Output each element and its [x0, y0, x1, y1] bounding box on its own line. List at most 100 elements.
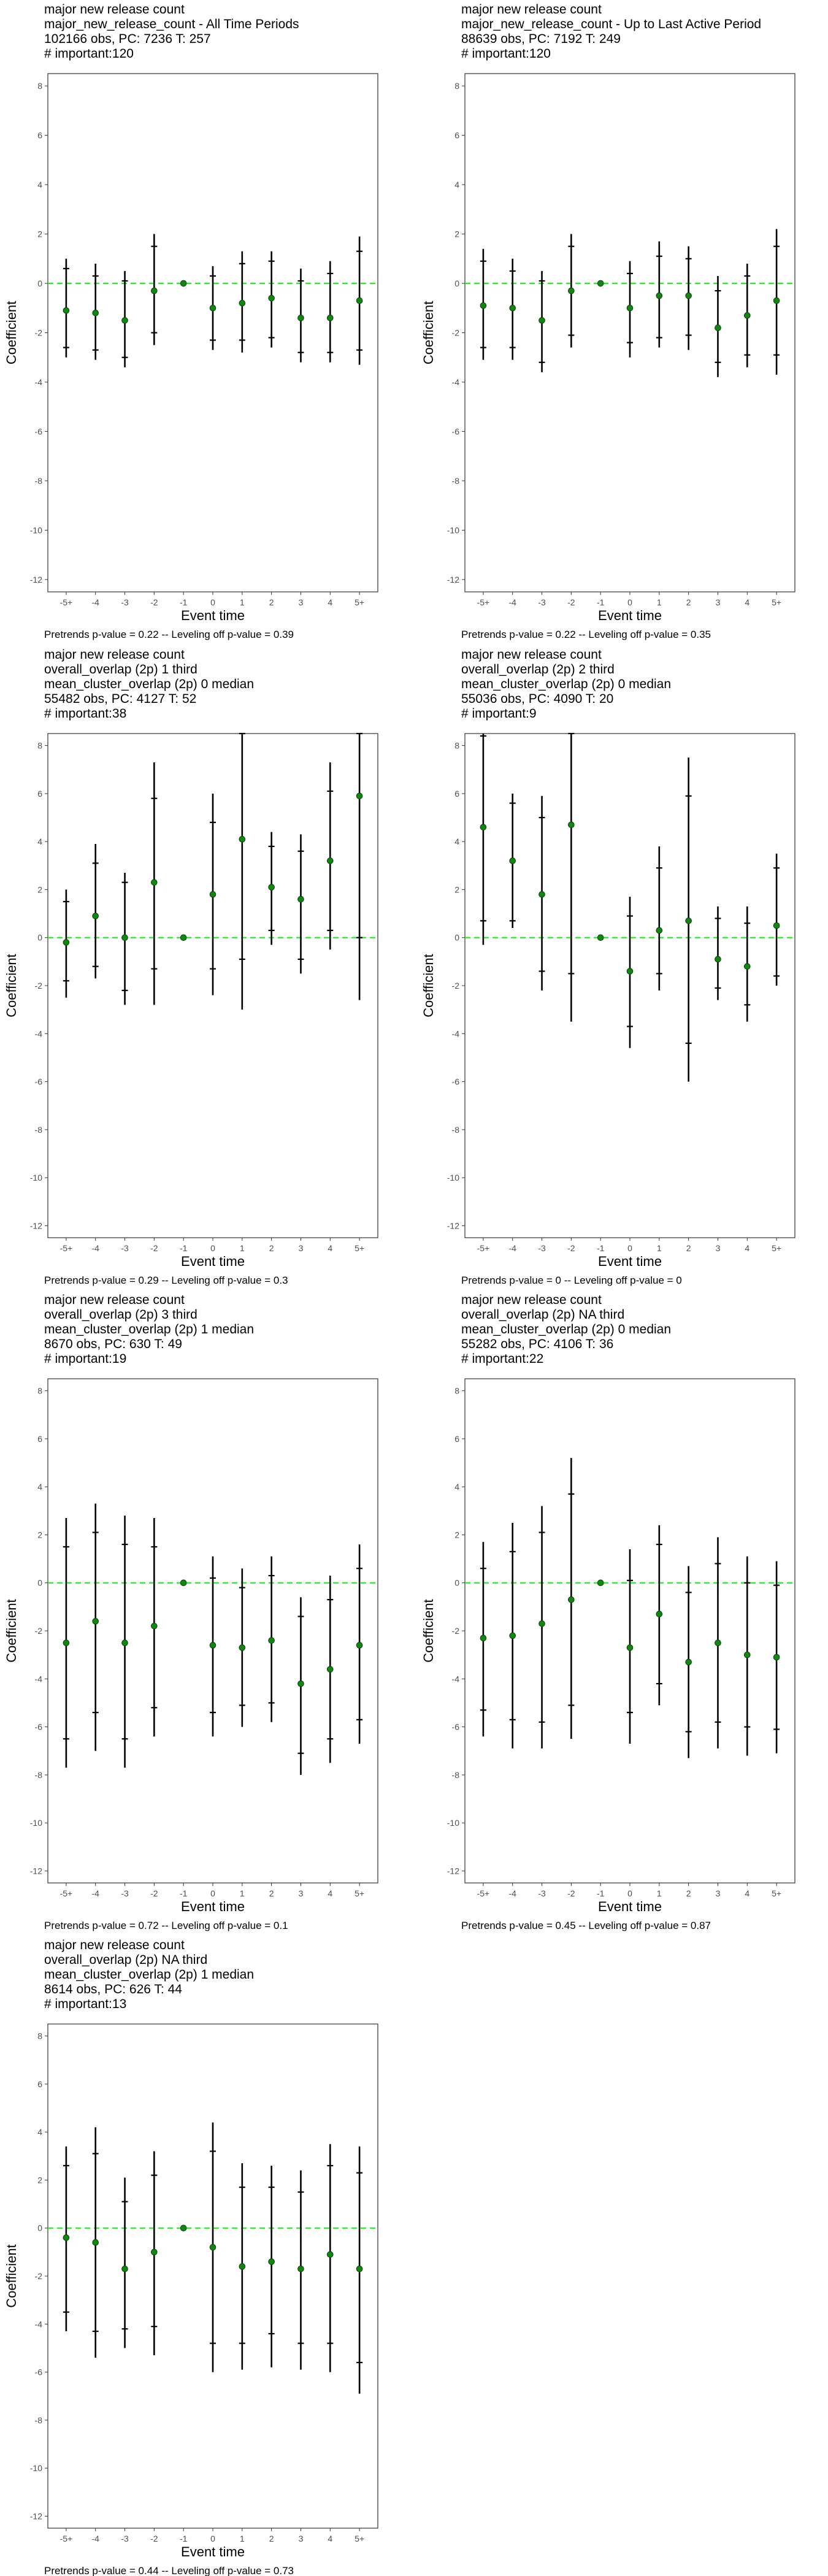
chart-title-line-3: mean_cluster_overlap (2p) 0 median: [461, 677, 671, 691]
x-tick-label: -5+: [477, 1888, 490, 1898]
y-tick-label: -6: [35, 1722, 43, 1732]
x-tick-label: 3: [716, 1888, 721, 1898]
x-tick-label: -1: [597, 1888, 605, 1898]
y-tick-label: -4: [35, 377, 43, 387]
coefficient-point: [297, 1680, 304, 1687]
coefficient-point: [356, 297, 363, 304]
y-tick-label: 2: [454, 1530, 459, 1539]
p-value-footnote: Pretrends p-value = 0.22 -- Leveling off…: [44, 629, 294, 640]
x-axis-title: Event time: [181, 2544, 245, 2559]
y-tick-label: -10: [30, 1818, 42, 1828]
chart-title-line-3: mean_cluster_overlap (2p) 0 median: [461, 1322, 671, 1336]
chart-title-line-5: # important:19: [44, 1352, 126, 1366]
y-axis-title: Coefficient: [4, 954, 19, 1018]
y-axis-title: Coefficient: [4, 2244, 19, 2308]
x-axis-title: Event time: [181, 1254, 245, 1269]
coefficient-point: [121, 934, 128, 941]
coefficient-point: [597, 934, 604, 941]
x-tick-label: -2: [567, 1243, 575, 1253]
coefficient-point: [209, 891, 217, 898]
coefficient-point: [121, 2265, 128, 2272]
x-tick-label: -2: [150, 2534, 158, 2543]
coefficient-point: [151, 2248, 158, 2256]
y-tick-label: -6: [35, 426, 43, 436]
x-tick-label: 2: [269, 597, 274, 607]
x-tick-label: 0: [210, 1888, 215, 1898]
x-tick-label: -4: [508, 1243, 516, 1253]
y-tick-label: -12: [447, 1866, 459, 1876]
coefficient-point: [180, 1579, 187, 1587]
x-tick-label: 5+: [772, 1243, 781, 1253]
chart-title-line-5: # important:38: [44, 707, 126, 721]
chart-title-line-1: major new release count: [461, 648, 602, 662]
chart-panel-2: major new release countmajor_new_release…: [421, 2, 795, 640]
coefficient-point: [297, 895, 304, 903]
x-tick-label: -4: [508, 1888, 516, 1898]
y-tick-label: 2: [454, 229, 459, 239]
coefficient-point: [63, 307, 70, 314]
coefficient-point: [121, 317, 128, 324]
coefficient-point: [539, 1620, 545, 1627]
chart-title-line-5: # important:13: [44, 1997, 126, 2011]
coefficient-point: [715, 324, 721, 331]
x-tick-label: -5+: [60, 1888, 73, 1898]
y-axis-title: Coefficient: [4, 1599, 19, 1663]
x-tick-label: 5+: [355, 597, 364, 607]
coefficient-point: [568, 821, 575, 829]
x-tick-label: -2: [150, 597, 158, 607]
coefficient-point: [239, 1644, 246, 1651]
coefficient-point: [63, 1639, 70, 1646]
y-tick-label: 4: [454, 837, 459, 846]
y-tick-label: -6: [35, 2367, 43, 2377]
chart-title-line-4: 55036 obs, PC: 4090 T: 20: [461, 692, 613, 706]
chart-title-line-4: # important:120: [44, 47, 134, 61]
coefficient-point: [180, 934, 187, 941]
x-tick-label: -3: [121, 1243, 129, 1253]
y-tick-label: 6: [37, 131, 42, 140]
coefficient-point: [568, 287, 575, 294]
x-tick-label: 4: [745, 597, 749, 607]
x-tick-label: 0: [627, 597, 632, 607]
y-tick-label: 4: [37, 2127, 42, 2137]
x-tick-label: 4: [328, 2534, 332, 2543]
coefficient-point: [773, 1654, 780, 1661]
chart-title-line-4: 8614 obs, PC: 626 T: 44: [44, 1982, 182, 1996]
coefficient-point: [209, 304, 217, 312]
x-tick-label: -2: [150, 1243, 158, 1253]
x-tick-label: -5+: [60, 597, 73, 607]
y-tick-label: -8: [35, 1770, 43, 1780]
x-tick-label: -3: [121, 2534, 129, 2543]
coefficient-point: [209, 2244, 217, 2251]
y-tick-label: -2: [35, 1626, 43, 1636]
x-tick-label: 2: [269, 2534, 274, 2543]
x-tick-label: -2: [567, 597, 575, 607]
y-tick-label: -2: [452, 981, 460, 991]
x-tick-label: 1: [657, 1888, 662, 1898]
y-tick-label: 0: [37, 933, 42, 943]
y-tick-label: 4: [37, 837, 42, 846]
coefficient-point: [268, 884, 275, 891]
y-tick-label: 4: [37, 1482, 42, 1492]
coefficient-point: [743, 963, 751, 970]
y-tick-label: 2: [37, 884, 42, 894]
chart-title-line-2: major_new_release_count - Up to Last Act…: [461, 17, 761, 31]
x-tick-label: -3: [538, 597, 546, 607]
x-tick-label: -3: [538, 1888, 546, 1898]
x-tick-label: 2: [686, 597, 691, 607]
y-tick-label: 0: [454, 278, 459, 288]
x-tick-label: -1: [180, 1243, 188, 1253]
y-tick-label: 8: [37, 2031, 42, 2041]
y-axis-title: Coefficient: [421, 954, 436, 1018]
x-tick-label: -1: [180, 1888, 188, 1898]
coefficient-point: [326, 857, 334, 864]
x-tick-label: 0: [210, 2534, 215, 2543]
x-tick-label: -3: [538, 1243, 546, 1253]
coefficient-point: [715, 1639, 721, 1646]
coefficient-point: [239, 835, 246, 843]
x-tick-label: 1: [240, 2534, 245, 2543]
coefficient-point: [63, 2234, 70, 2241]
x-tick-label: 5+: [772, 597, 781, 607]
y-tick-label: -6: [452, 1077, 460, 1087]
y-tick-label: -6: [452, 1722, 460, 1732]
